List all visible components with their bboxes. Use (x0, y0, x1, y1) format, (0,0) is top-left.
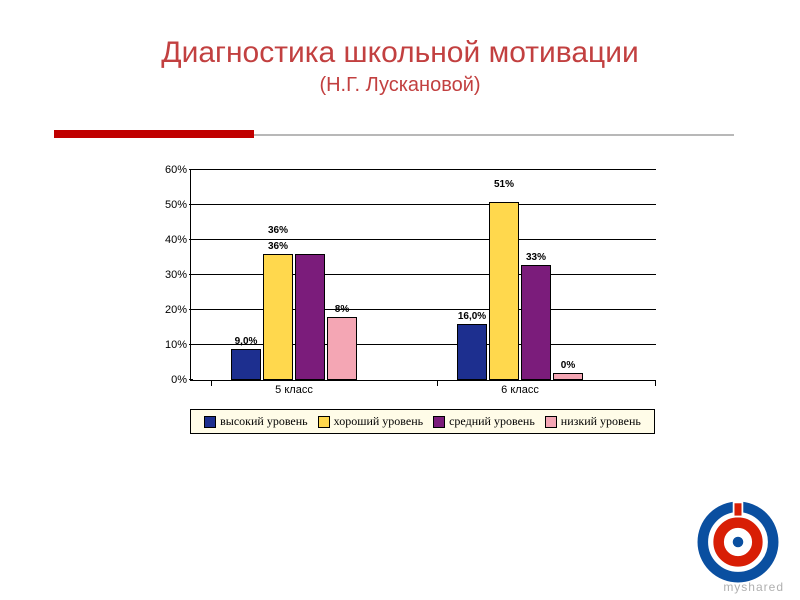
accent-rule (54, 130, 254, 138)
legend-item: средний уровень (433, 414, 535, 429)
bar (263, 254, 293, 380)
y-tick: 20% (147, 304, 187, 316)
y-tick: 10% (147, 339, 187, 351)
legend: высокий уровень хороший уровень средний ур… (190, 409, 655, 434)
gridline (191, 309, 656, 310)
y-tick: 0% (147, 374, 187, 386)
watermark-text: myshared (723, 580, 784, 594)
bar-label: 33% (526, 252, 546, 263)
bar-label: 16,0% (458, 311, 486, 322)
legend-swatch (545, 416, 557, 428)
y-tick: 50% (147, 199, 187, 211)
bar-label: 51% (494, 179, 514, 190)
legend-item: низкий уровень (545, 414, 641, 429)
bar-label: 9,0% (235, 336, 258, 347)
plot-area: 0%10%20%30%40%50%60%5 класс9,0%36%36%8%6… (190, 170, 656, 381)
bar-label: 36% (268, 225, 288, 236)
gridline (191, 204, 656, 205)
legend-swatch (433, 416, 445, 428)
gridline (191, 274, 656, 275)
bar (327, 317, 357, 380)
x-tick: 5 класс (275, 384, 313, 396)
bar (521, 265, 551, 381)
gridline (191, 239, 656, 240)
bar-label: 36% (268, 241, 288, 252)
legend-swatch (318, 416, 330, 428)
legend-label: низкий уровень (561, 414, 641, 429)
slide-title: Диагностика школьной мотивации (Н.Г. Лус… (0, 0, 800, 97)
bar (295, 254, 325, 380)
legend-label: высокий уровень (220, 414, 308, 429)
y-tick: 40% (147, 234, 187, 246)
y-tick: 30% (147, 269, 187, 281)
bar-label: 8% (335, 304, 349, 315)
legend-item: высокий уровень (204, 414, 308, 429)
chart: 0%10%20%30%40%50%60%5 класс9,0%36%36%8%6… (150, 170, 655, 434)
bar (553, 373, 583, 380)
y-tick: 60% (147, 164, 187, 176)
legend-item: хороший уровень (318, 414, 423, 429)
gridline (191, 344, 656, 345)
legend-swatch (204, 416, 216, 428)
bar-label: 0% (561, 360, 575, 371)
title-main: Диагностика школьной мотивации (0, 36, 800, 70)
legend-label: средний уровень (449, 414, 535, 429)
watermark-logo (694, 498, 782, 586)
legend-label: хороший уровень (334, 414, 423, 429)
x-tick: 6 класс (501, 384, 539, 396)
gridline (191, 169, 656, 170)
bar (489, 202, 519, 381)
divider-rule (254, 134, 734, 137)
bar (231, 349, 261, 381)
title-sub: (Н.Г. Лускановой) (0, 74, 800, 97)
bar (457, 324, 487, 380)
